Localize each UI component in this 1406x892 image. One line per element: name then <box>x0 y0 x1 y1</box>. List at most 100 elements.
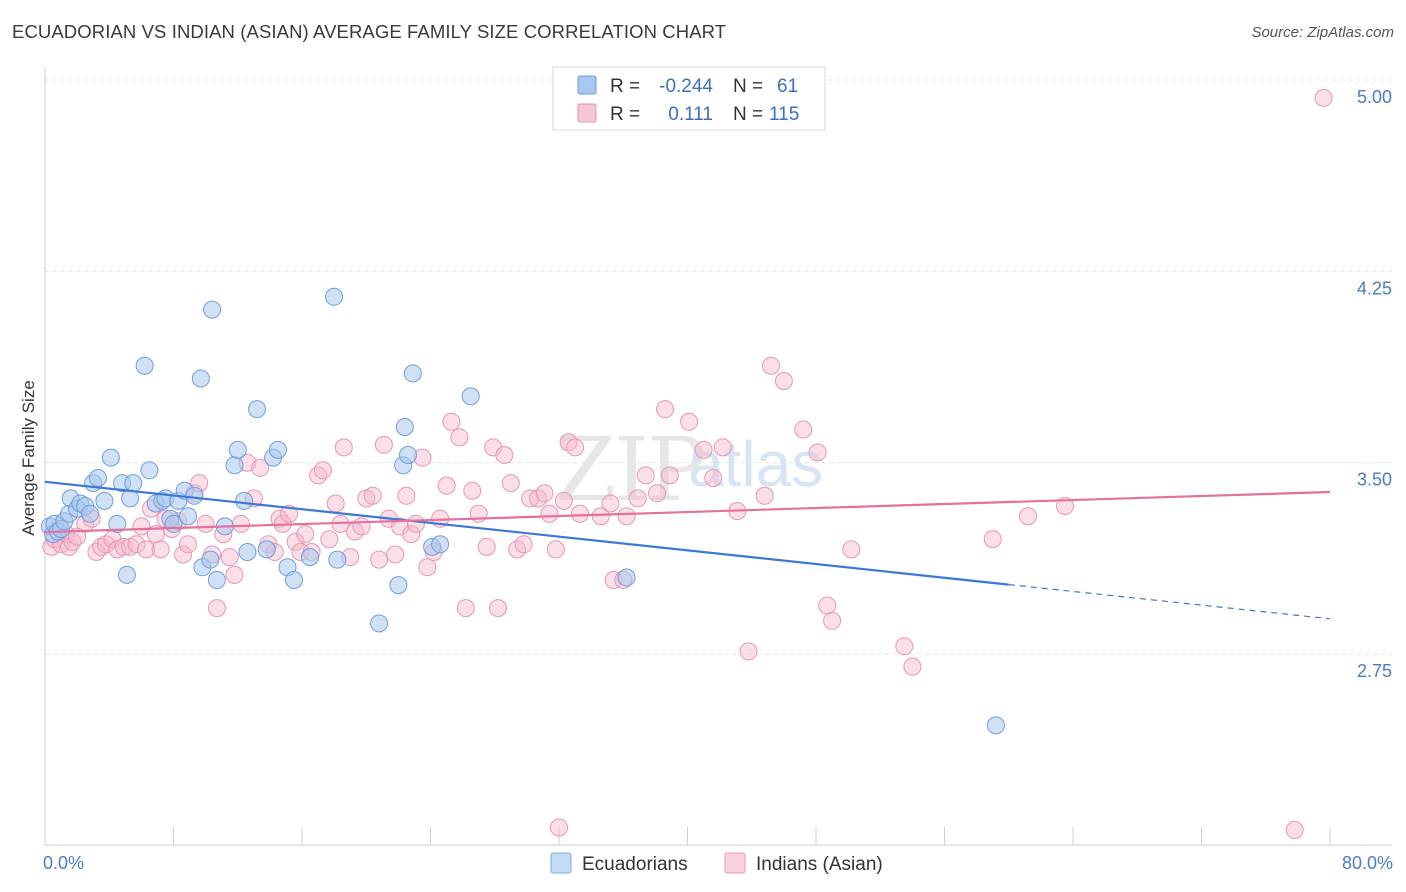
indian-point-92 <box>566 438 585 457</box>
indian-point-19 <box>137 540 156 559</box>
y-tick-label-0: 2.75 <box>1357 661 1392 681</box>
source-credit: Source: ZipAtlas.com <box>1251 24 1394 41</box>
indian-point-119 <box>1056 497 1074 515</box>
y-tick-label-3: 5.00 <box>1357 87 1392 107</box>
ecuadorian-point-18 <box>117 565 136 584</box>
indian-point-10 <box>87 543 106 561</box>
indian-point-97 <box>617 507 636 526</box>
series-ecuadorians <box>40 287 1005 735</box>
x-tick-label-0: 0.0% <box>43 853 84 873</box>
indian-point-59 <box>363 486 382 505</box>
legend-n-label-1: N = <box>733 76 763 97</box>
ecuadorian-point-55 <box>399 446 417 464</box>
legend-swatch-indians <box>577 103 597 123</box>
indian-point-54 <box>334 438 353 457</box>
ecuadorian-point-49 <box>325 287 344 306</box>
ecuadorian-point-35 <box>203 300 222 319</box>
ecuadorian-point-54 <box>395 418 414 436</box>
indian-point-30 <box>196 514 215 533</box>
ecuadorian-point-42 <box>248 400 266 419</box>
legend-n-value-1: 61 <box>777 76 798 97</box>
ecuadorian-point-20 <box>124 474 143 493</box>
y-tick-label-2: 4.25 <box>1357 278 1392 298</box>
legend-n-label-2: N = <box>733 104 763 125</box>
gridlines <box>45 79 1392 655</box>
x-tick-label-1: 80.0% <box>1342 853 1393 873</box>
indian-point-73 <box>442 412 461 431</box>
ecuadorian-point-61 <box>986 716 1005 735</box>
axes <box>44 68 1392 846</box>
indian-point-104 <box>694 440 713 459</box>
indian-point-49 <box>309 466 328 485</box>
correlation-legend: R = -0.244 N = 61 R = 0.111 N = 115 <box>552 66 826 131</box>
indian-point-105 <box>704 469 723 487</box>
indian-point-26 <box>174 545 193 564</box>
ecuadorian-point-11 <box>81 504 99 523</box>
indian-point-103 <box>680 412 699 431</box>
indian-point-111 <box>794 420 813 439</box>
indian-point-7 <box>68 527 87 546</box>
ecuadorian-point-50 <box>328 550 347 569</box>
indian-point-117 <box>983 530 1002 549</box>
indian-point-98 <box>628 489 647 508</box>
ecuadorian-point-41 <box>238 543 257 561</box>
ecuadorian-point-52 <box>389 576 408 595</box>
indian-point-6 <box>63 532 82 551</box>
indian-point-44 <box>280 504 299 523</box>
indian-point-66 <box>402 525 421 544</box>
watermark-atlas: atlas <box>688 428 823 500</box>
legend-r-label-2: R = <box>610 104 640 125</box>
indian-point-93 <box>570 504 589 523</box>
ecuadorian-point-39 <box>228 440 247 459</box>
ecuadorian-point-14 <box>95 491 114 510</box>
indian-point-102 <box>660 466 679 485</box>
ecuadorian-point-36 <box>207 571 226 589</box>
indian-trend-line <box>44 490 1331 534</box>
indian-point-35 <box>225 565 244 584</box>
ecuadorian-point-13 <box>89 469 107 487</box>
ecuadorian-point-32 <box>191 369 210 388</box>
ecuadorian-point-47 <box>285 571 303 589</box>
indian-point-125 <box>739 642 758 661</box>
indian-point-75 <box>456 599 475 618</box>
indian-point-50 <box>313 461 332 480</box>
indian-point-60 <box>370 550 389 569</box>
indian-point-113 <box>823 611 842 630</box>
indian-point-82 <box>501 474 520 493</box>
indian-point-99 <box>636 466 655 485</box>
ecuadorian-point-59 <box>461 387 480 406</box>
y-tick-labels: 2.75 3.50 4.25 5.00 <box>1357 87 1392 681</box>
indian-point-101 <box>656 400 674 419</box>
ecuadorian-point-40 <box>235 491 254 510</box>
legend-swatch-ecuadorians <box>577 75 597 95</box>
indian-point-84 <box>514 535 533 554</box>
ecuadorian-point-43 <box>257 540 276 559</box>
trend-lines <box>44 480 1331 620</box>
indian-point-118 <box>1019 507 1037 526</box>
y-tick-label-1: 3.50 <box>1357 470 1392 490</box>
indian-point-69 <box>418 558 437 577</box>
ecuadorian-point-38 <box>225 456 244 475</box>
indian-point-78 <box>477 537 496 556</box>
ecuadorian-point-30 <box>179 507 197 526</box>
indian-point-81 <box>495 446 514 464</box>
legend-item-indians: Indians (Asian) <box>756 854 883 875</box>
ecuadorian-trend-line <box>44 480 1009 586</box>
ecuadorian-point-60 <box>617 568 636 587</box>
indian-point-108 <box>755 486 774 505</box>
legend-item-ecuadorians: Ecuadorians <box>582 854 688 875</box>
indian-point-52 <box>326 494 345 513</box>
ecuadorian-trend-extension <box>1008 584 1331 620</box>
ecuadorian-point-51 <box>370 614 389 633</box>
indian-point-39 <box>251 458 270 477</box>
indian-point-45 <box>286 532 305 551</box>
series-legend: Ecuadorians Indians (Asian) <box>550 852 883 875</box>
ecuadorian-point-56 <box>403 364 422 383</box>
ecuadorian-point-45 <box>268 440 287 459</box>
legend-r-label-1: R = <box>610 76 640 97</box>
y-axis-label: Average Family Size <box>19 380 38 536</box>
indian-point-57 <box>352 517 371 536</box>
indian-point-47 <box>296 525 315 544</box>
indian-point-120 <box>1285 821 1304 839</box>
